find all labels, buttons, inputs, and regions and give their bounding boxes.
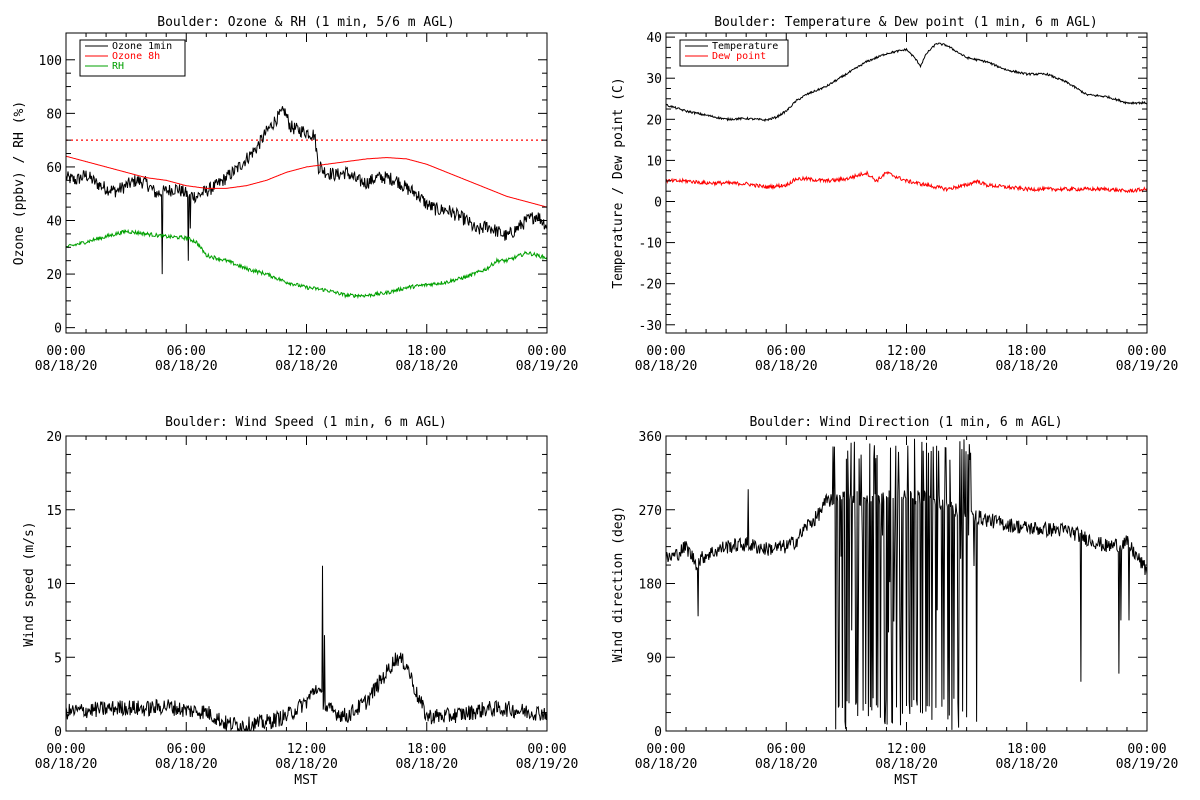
y-tick-label: 0 bbox=[54, 725, 62, 740]
y-tick-label: 40 bbox=[46, 215, 62, 230]
x-tick-time: 06:00 bbox=[767, 344, 806, 359]
series-line bbox=[66, 565, 547, 731]
y-tick-label: 30 bbox=[646, 72, 662, 87]
series-line bbox=[66, 155, 547, 208]
panel-temperature-dewpoint: Boulder: Temperature & Dew point (1 min,… bbox=[611, 15, 1178, 374]
x-tick-time: 18:00 bbox=[1007, 344, 1046, 359]
x-tick-time: 06:00 bbox=[767, 742, 806, 757]
y-axis-label: Wind direction (deg) bbox=[611, 506, 626, 663]
y-tick-label: 0 bbox=[54, 322, 62, 337]
x-tick-time: 00:00 bbox=[46, 344, 85, 359]
y-tick-label: 10 bbox=[646, 154, 662, 169]
x-tick-date: 08/18/20 bbox=[755, 359, 818, 374]
x-tick-time: 12:00 bbox=[887, 742, 926, 757]
x-tick-date: 08/18/20 bbox=[275, 757, 338, 772]
series-line bbox=[666, 438, 1147, 730]
x-tick-time: 06:00 bbox=[167, 742, 206, 757]
panel-wind-speed: Boulder: Wind Speed (1 min, 6 m AGL) Win… bbox=[22, 415, 578, 788]
x-tick-date: 08/18/20 bbox=[395, 757, 458, 772]
y-tick-label: 5 bbox=[54, 651, 62, 666]
x-tick-date: 08/18/20 bbox=[995, 757, 1058, 772]
y-tick-label: 10 bbox=[46, 578, 62, 593]
x-tick-date: 08/18/20 bbox=[395, 359, 458, 374]
series-line bbox=[666, 170, 1147, 194]
x-axis-label: MST bbox=[894, 773, 918, 788]
y-tick-label: 20 bbox=[46, 430, 62, 445]
y-tick-label: 0 bbox=[654, 725, 662, 740]
x-tick-time: 00:00 bbox=[646, 742, 685, 757]
x-tick-date: 08/18/20 bbox=[155, 359, 218, 374]
panel-title: Boulder: Temperature & Dew point (1 min,… bbox=[714, 15, 1098, 30]
panel-wind-direction: Boulder: Wind Direction (1 min, 6 m AGL)… bbox=[611, 415, 1178, 788]
y-axis-label: Wind speed (m/s) bbox=[22, 521, 37, 646]
series-line bbox=[666, 42, 1147, 123]
y-axis-label: Ozone (ppbv) / RH (%) bbox=[12, 101, 27, 265]
x-tick-date: 08/18/20 bbox=[755, 757, 818, 772]
plot-area bbox=[66, 565, 547, 731]
legend-label: RH bbox=[112, 61, 124, 72]
y-tick-label: 20 bbox=[646, 113, 662, 128]
panel-title: Boulder: Wind Direction (1 min, 6 m AGL) bbox=[749, 415, 1062, 430]
panel-ozone-rh: Boulder: Ozone & RH (1 min, 5/6 m AGL) O… bbox=[12, 15, 578, 374]
y-tick-label: 40 bbox=[646, 31, 662, 46]
y-tick-label: 80 bbox=[46, 107, 62, 122]
x-tick-time: 18:00 bbox=[407, 742, 446, 757]
x-tick-time: 00:00 bbox=[646, 344, 685, 359]
x-tick-date: 08/18/20 bbox=[875, 359, 938, 374]
x-tick-date: 08/19/20 bbox=[1116, 359, 1179, 374]
plot-frame bbox=[65, 435, 548, 732]
x-tick-date: 08/18/20 bbox=[275, 359, 338, 374]
plot-area bbox=[666, 438, 1147, 730]
x-tick-time: 00:00 bbox=[527, 742, 566, 757]
y-tick-label: 100 bbox=[39, 54, 62, 69]
x-axis-label: MST bbox=[294, 773, 318, 788]
x-tick-date: 08/18/20 bbox=[635, 757, 698, 772]
panel-title: Boulder: Wind Speed (1 min, 6 m AGL) bbox=[165, 415, 447, 430]
x-tick-time: 00:00 bbox=[46, 742, 85, 757]
legend-label: Dew point bbox=[712, 51, 766, 62]
x-tick-date: 08/18/20 bbox=[635, 359, 698, 374]
x-tick-time: 00:00 bbox=[1127, 742, 1166, 757]
x-tick-date: 08/18/20 bbox=[35, 359, 98, 374]
x-tick-date: 08/18/20 bbox=[875, 757, 938, 772]
y-tick-label: 0 bbox=[654, 195, 662, 210]
x-tick-time: 12:00 bbox=[887, 344, 926, 359]
x-tick-date: 08/19/20 bbox=[516, 757, 579, 772]
legend-label: Ozone 1min bbox=[112, 41, 172, 52]
x-tick-time: 18:00 bbox=[1007, 742, 1046, 757]
x-tick-time: 06:00 bbox=[167, 344, 206, 359]
x-tick-date: 08/18/20 bbox=[995, 359, 1058, 374]
x-tick-time: 18:00 bbox=[407, 344, 446, 359]
y-tick-label: -20 bbox=[639, 278, 662, 293]
legend-box bbox=[679, 39, 789, 67]
y-tick-label: 270 bbox=[639, 504, 662, 519]
x-tick-date: 08/18/20 bbox=[155, 757, 218, 772]
plot-area bbox=[666, 42, 1147, 194]
x-tick-date: 08/19/20 bbox=[1116, 757, 1179, 772]
y-tick-label: 15 bbox=[46, 504, 62, 519]
x-tick-date: 08/18/20 bbox=[35, 757, 98, 772]
x-tick-time: 00:00 bbox=[527, 344, 566, 359]
panel-title: Boulder: Ozone & RH (1 min, 5/6 m AGL) bbox=[157, 15, 454, 30]
y-tick-label: 60 bbox=[46, 161, 62, 176]
y-tick-label: 90 bbox=[646, 651, 662, 666]
y-axis-label: Temperature / Dew point (C) bbox=[611, 77, 626, 288]
y-tick-label: -30 bbox=[639, 319, 662, 334]
series-line bbox=[66, 228, 547, 300]
y-tick-label: 360 bbox=[639, 430, 662, 445]
legend-label: Ozone 8h bbox=[112, 51, 160, 62]
y-tick-label: -10 bbox=[639, 237, 662, 252]
x-tick-time: 00:00 bbox=[1127, 344, 1166, 359]
y-tick-label: 20 bbox=[46, 268, 62, 283]
y-tick-label: 180 bbox=[639, 578, 662, 593]
x-tick-time: 12:00 bbox=[287, 344, 326, 359]
legend-label: Temperature bbox=[712, 41, 778, 52]
x-tick-date: 08/19/20 bbox=[516, 359, 579, 374]
x-tick-time: 12:00 bbox=[287, 742, 326, 757]
series-line bbox=[66, 106, 547, 275]
plot-area bbox=[66, 106, 547, 300]
